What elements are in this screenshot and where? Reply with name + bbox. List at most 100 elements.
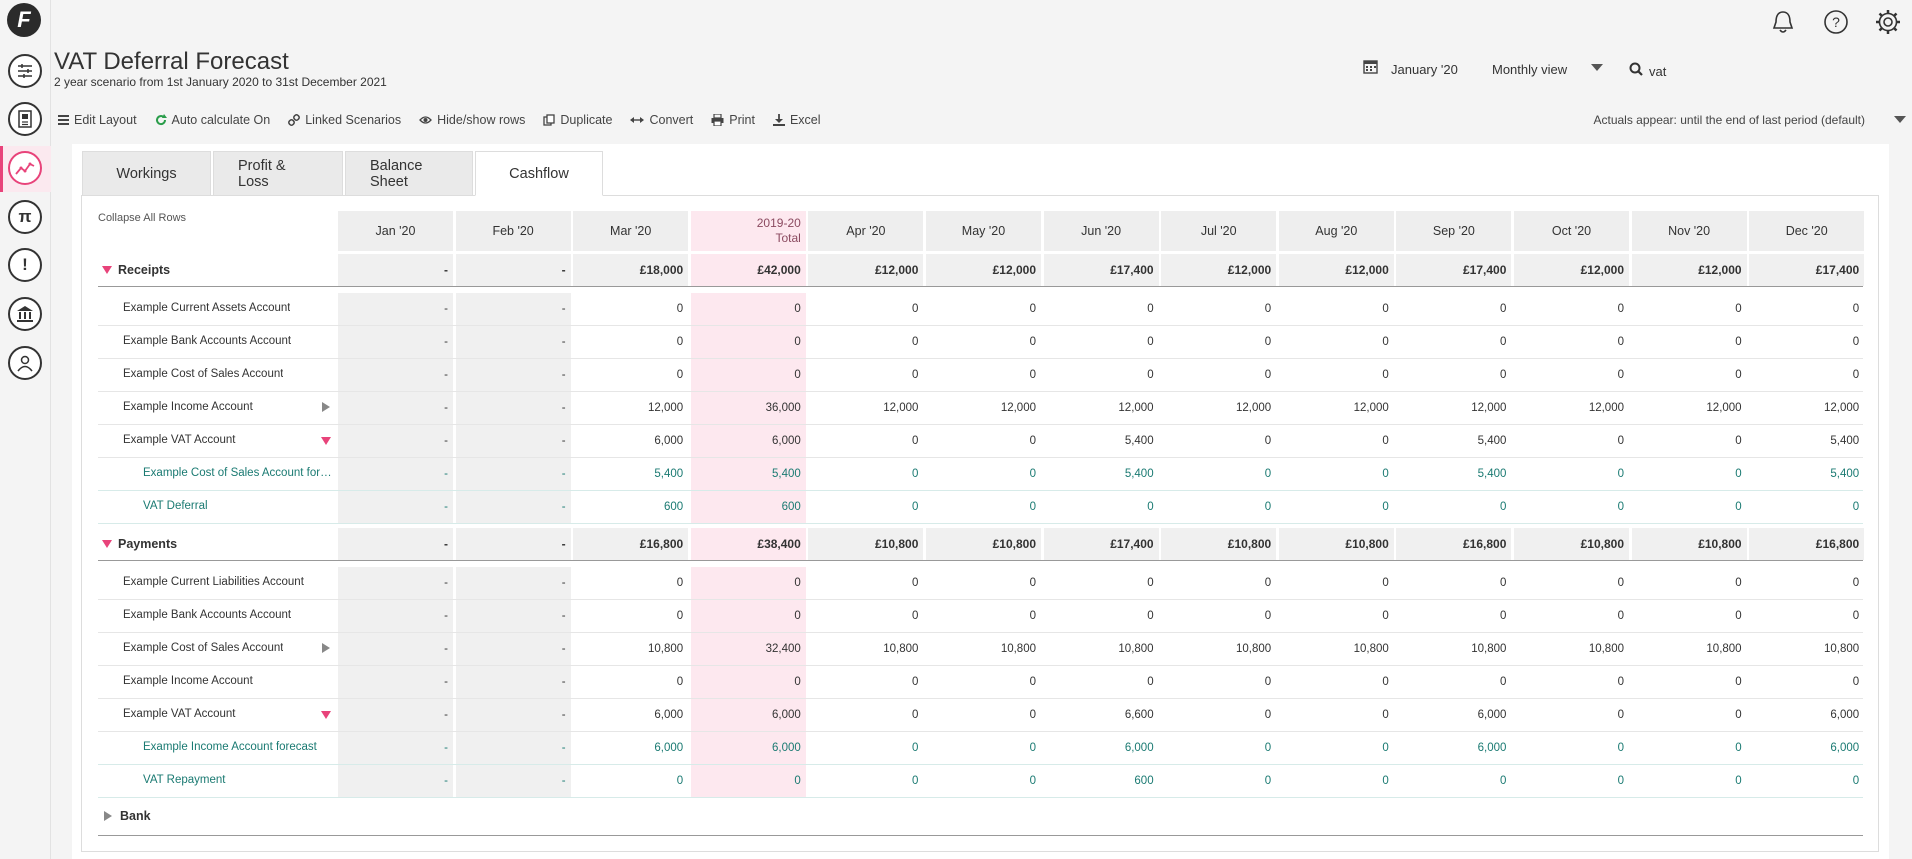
column-header[interactable]: May '20 [926, 211, 1041, 251]
table-cell[interactable]: 0 [676, 336, 684, 348]
table-cell[interactable]: 0 [911, 369, 919, 381]
table-cell[interactable]: 600 [1134, 775, 1154, 787]
table-cell[interactable]: 0 [1735, 709, 1742, 721]
table-cell[interactable]: - [338, 491, 453, 523]
linked-scenarios-button[interactable]: Linked Scenarios [288, 112, 401, 128]
hide-show-rows-button[interactable]: Hide/show rows [419, 112, 525, 128]
table-cell[interactable]: 6,000 [1830, 709, 1860, 721]
table-cell[interactable]: - [338, 528, 453, 560]
table-cell[interactable]: 0 [1382, 501, 1389, 513]
table-cell[interactable]: £10,800 [1278, 528, 1394, 560]
table-cell[interactable]: £10,800 [808, 528, 924, 560]
table-cell[interactable]: 0 [1147, 577, 1154, 589]
table-cell[interactable]: 10,800 [1471, 643, 1507, 655]
table-cell[interactable]: 0 [1029, 577, 1036, 589]
table-cell[interactable]: 0 [1147, 336, 1154, 348]
table-cell[interactable]: 0 [1852, 775, 1860, 787]
table-cell[interactable]: 0 [911, 742, 919, 754]
table-cell[interactable]: 12,000 [1471, 402, 1507, 414]
date-selector[interactable]: January '20 [1391, 62, 1458, 77]
gear-icon[interactable] [1875, 9, 1901, 35]
chart-icon[interactable] [8, 151, 42, 185]
caret-down-icon[interactable] [321, 437, 331, 445]
column-header[interactable]: Oct '20 [1514, 211, 1629, 251]
table-cell[interactable]: - [455, 458, 571, 490]
table-cell[interactable]: 0 [1264, 303, 1272, 315]
table-cell[interactable]: 5,400 [654, 468, 684, 480]
table-cell[interactable]: - [338, 765, 453, 797]
table-cell[interactable]: 0 [1029, 369, 1036, 381]
table-cell[interactable]: 0 [1382, 369, 1389, 381]
row-label[interactable]: Payments [118, 537, 178, 551]
table-row[interactable]: Example Cost of Sales Account - - 10,800 32,… [98, 633, 1863, 666]
table-cell[interactable]: 0 [1147, 676, 1154, 688]
table-cell[interactable]: - [338, 732, 453, 764]
table-cell[interactable]: 0 [1735, 336, 1742, 348]
table-cell[interactable]: - [455, 765, 571, 797]
table-cell[interactable]: 0 [690, 765, 806, 797]
table-cell[interactable]: 0 [1029, 468, 1036, 480]
table-cell[interactable]: £38,400 [690, 528, 806, 560]
table-cell[interactable]: 6,000 [654, 435, 684, 447]
table-cell[interactable]: 0 [676, 577, 684, 589]
row-label[interactable]: Bank [120, 809, 151, 823]
table-cell[interactable]: 0 [1735, 501, 1742, 513]
table-cell[interactable]: 0 [911, 501, 919, 513]
table-cell[interactable]: 0 [1852, 610, 1860, 622]
table-cell[interactable]: - [338, 392, 453, 424]
table-cell[interactable]: 12,000 [1588, 402, 1624, 414]
table-cell[interactable]: - [338, 293, 453, 325]
caret-down-icon[interactable] [102, 266, 112, 274]
table-cell[interactable]: 0 [1029, 775, 1036, 787]
table-row[interactable]: Example Cost of Sales Account - -0 0 0 0 0 0 0 0 0… [98, 359, 1863, 392]
table-cell[interactable]: 5,400 [1477, 468, 1507, 480]
sliders-icon[interactable] [8, 54, 42, 88]
table-cell[interactable]: 0 [1029, 303, 1036, 315]
convert-button[interactable]: Convert [630, 112, 693, 128]
table-cell[interactable]: 0 [1499, 369, 1507, 381]
table-cell[interactable]: 0 [911, 468, 919, 480]
table-cell[interactable]: 0 [1617, 742, 1624, 754]
caret-right-icon[interactable] [104, 811, 112, 821]
table-cell[interactable]: 0 [1029, 501, 1036, 513]
table-cell[interactable]: 6,000 [690, 699, 806, 731]
table-cell[interactable]: - [455, 600, 571, 632]
table-cell[interactable]: 0 [1735, 610, 1742, 622]
table-cell[interactable]: 6,600 [1124, 709, 1154, 721]
table-cell[interactable]: - [455, 732, 571, 764]
table-cell[interactable]: 0 [1735, 435, 1742, 447]
table-cell[interactable]: 0 [1735, 676, 1742, 688]
table-cell[interactable]: 0 [911, 775, 919, 787]
table-cell[interactable]: - [455, 293, 571, 325]
table-cell[interactable]: £12,000 [1631, 254, 1747, 286]
table-cell[interactable]: 12,000 [648, 402, 684, 414]
table-cell[interactable]: 0 [1852, 577, 1860, 589]
table-row[interactable]: Example Income Account - - 12,000 36,000 12,0… [98, 392, 1863, 425]
table-cell[interactable]: 6,000 [1477, 709, 1507, 721]
table-cell[interactable]: £42,000 [690, 254, 806, 286]
report-icon[interactable] [8, 102, 42, 136]
table-cell[interactable]: 0 [676, 303, 684, 315]
table-cell[interactable]: 0 [1617, 501, 1624, 513]
column-header[interactable]: Jul '20 [1161, 211, 1277, 251]
bell-icon[interactable] [1770, 9, 1796, 35]
table-cell[interactable]: 0 [911, 435, 919, 447]
table-cell[interactable]: 0 [1264, 336, 1272, 348]
table-cell[interactable]: 0 [911, 709, 919, 721]
table-cell[interactable]: 5,400 [1477, 435, 1507, 447]
table-cell[interactable]: 0 [690, 567, 806, 599]
table-cell[interactable]: 0 [911, 303, 919, 315]
table-cell[interactable]: 10,800 [1000, 643, 1036, 655]
table-cell[interactable]: 0 [1382, 577, 1389, 589]
table-cell[interactable]: 0 [1499, 610, 1507, 622]
table-cell[interactable]: 0 [1617, 435, 1624, 447]
section-row[interactable]: Payments - - £16,800 £38,400 £10,800 £10,800 £1… [98, 528, 1865, 561]
table-cell[interactable]: - [455, 528, 571, 560]
table-cell[interactable]: 5,400 [1124, 468, 1154, 480]
table-cell[interactable]: 0 [1617, 775, 1624, 787]
table-cell[interactable]: - [455, 666, 571, 698]
caret-down-icon[interactable] [321, 711, 331, 719]
table-cell[interactable]: 0 [1264, 610, 1272, 622]
table-cell[interactable]: 0 [1264, 369, 1272, 381]
column-header[interactable]: Apr '20 [808, 211, 924, 251]
